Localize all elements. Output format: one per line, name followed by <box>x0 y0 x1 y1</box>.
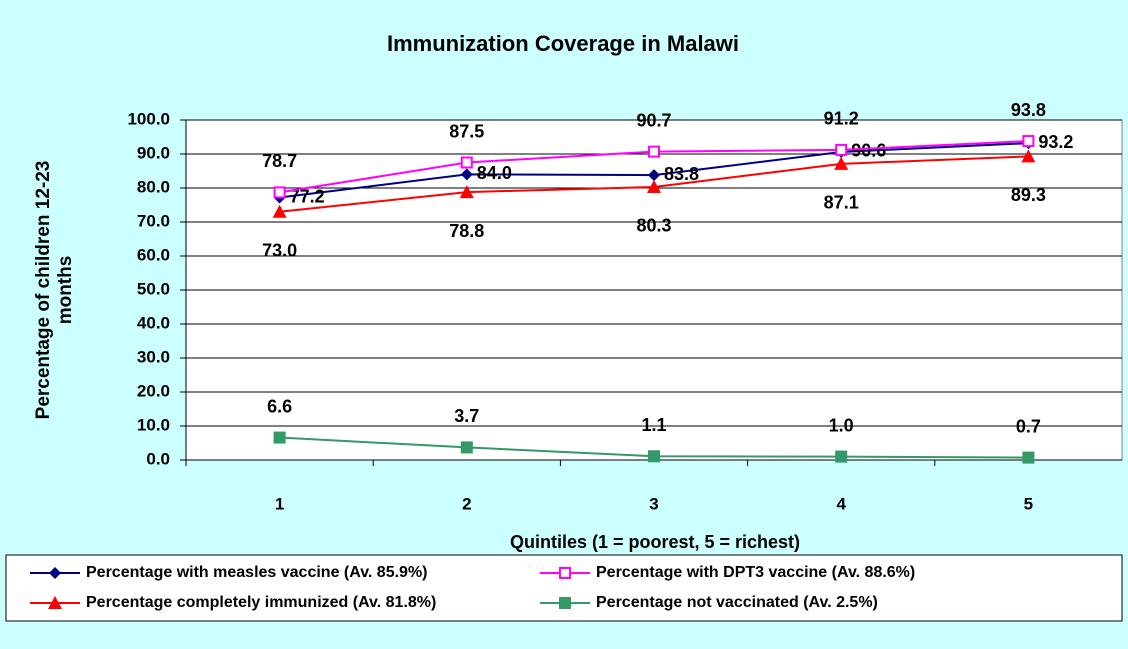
data-label: 0.7 <box>1016 416 1041 436</box>
legend-label: Percentage completely immunized (Av. 81.… <box>86 594 436 611</box>
marker <box>648 145 660 158</box>
y-axis-label-line: months <box>55 256 76 325</box>
data-label: 73.0 <box>262 241 297 261</box>
data-label: 91.2 <box>824 109 859 129</box>
y-tick-label: 10.0 <box>137 415 170 434</box>
data-label: 87.5 <box>449 121 484 141</box>
data-label: 1.0 <box>829 415 854 435</box>
marker <box>648 450 660 463</box>
data-label: 78.8 <box>449 221 484 241</box>
y-tick-label: 100.0 <box>127 109 170 128</box>
x-tick-label: 3 <box>649 494 658 513</box>
data-label: 89.3 <box>1011 185 1046 205</box>
data-label: 1.1 <box>641 415 666 435</box>
legend-marker <box>559 567 571 579</box>
marker <box>835 143 848 156</box>
data-label: 77.2 <box>290 186 325 206</box>
y-tick-label: 90.0 <box>137 143 170 162</box>
data-label: 93.2 <box>1038 132 1073 152</box>
y-tick-label: 70.0 <box>137 211 170 230</box>
marker <box>273 431 286 444</box>
legend-marker <box>48 596 62 609</box>
data-label: 6.6 <box>267 396 292 416</box>
marker <box>1022 135 1035 148</box>
legend-marker <box>559 597 571 609</box>
y-tick-label: 40.0 <box>137 313 170 332</box>
y-axis-label: Percentage of children 12-23 months <box>33 161 76 420</box>
data-label: 87.1 <box>824 193 859 213</box>
y-tick-label: 20.0 <box>137 381 170 400</box>
y-tick-label: 50.0 <box>137 279 170 298</box>
data-label: 80.3 <box>636 216 671 236</box>
marker <box>834 156 849 170</box>
data-label: 93.8 <box>1011 100 1046 120</box>
marker <box>835 450 848 463</box>
x-tick-label: 1 <box>275 494 284 513</box>
legend-label: Percentage not vaccinated (Av. 2.5%) <box>596 594 878 611</box>
marker <box>648 169 660 182</box>
x-axis-label: Quintiles (1 = poorest, 5 = richest) <box>510 532 800 552</box>
x-tick-label: 5 <box>1024 494 1033 513</box>
chart-title: Immunization Coverage in Malawi <box>387 31 739 56</box>
legend-label: Percentage with measles vaccine (Av. 85.… <box>86 564 428 581</box>
legend <box>5 554 1123 622</box>
x-tick-label: 4 <box>836 494 846 513</box>
marker <box>1021 149 1036 163</box>
marker <box>272 204 287 218</box>
legend-label: Percentage with DPT3 vaccine (Av. 88.6%) <box>596 564 915 581</box>
marker <box>647 179 661 193</box>
data-label: 90.7 <box>636 110 671 130</box>
data-label: 84.0 <box>477 163 512 183</box>
data-label: 3.7 <box>454 406 479 426</box>
y-tick-label: 30.0 <box>137 347 170 366</box>
x-tick-label: 2 <box>462 494 471 513</box>
marker <box>1022 451 1035 464</box>
marker <box>273 186 286 199</box>
y-tick-label: 60.0 <box>137 245 170 264</box>
data-label: 90.6 <box>851 141 886 161</box>
marker <box>459 185 474 199</box>
y-tick-label: 80.0 <box>137 177 170 196</box>
y-axis-label-line: Percentage of children 12-23 <box>33 161 54 420</box>
marker <box>460 168 473 181</box>
data-label: 78.7 <box>262 151 297 171</box>
legend-marker <box>49 567 61 579</box>
y-tick-label: 0.0 <box>146 449 170 468</box>
marker <box>460 156 473 169</box>
marker <box>460 441 473 454</box>
data-label: 83.8 <box>664 164 699 184</box>
